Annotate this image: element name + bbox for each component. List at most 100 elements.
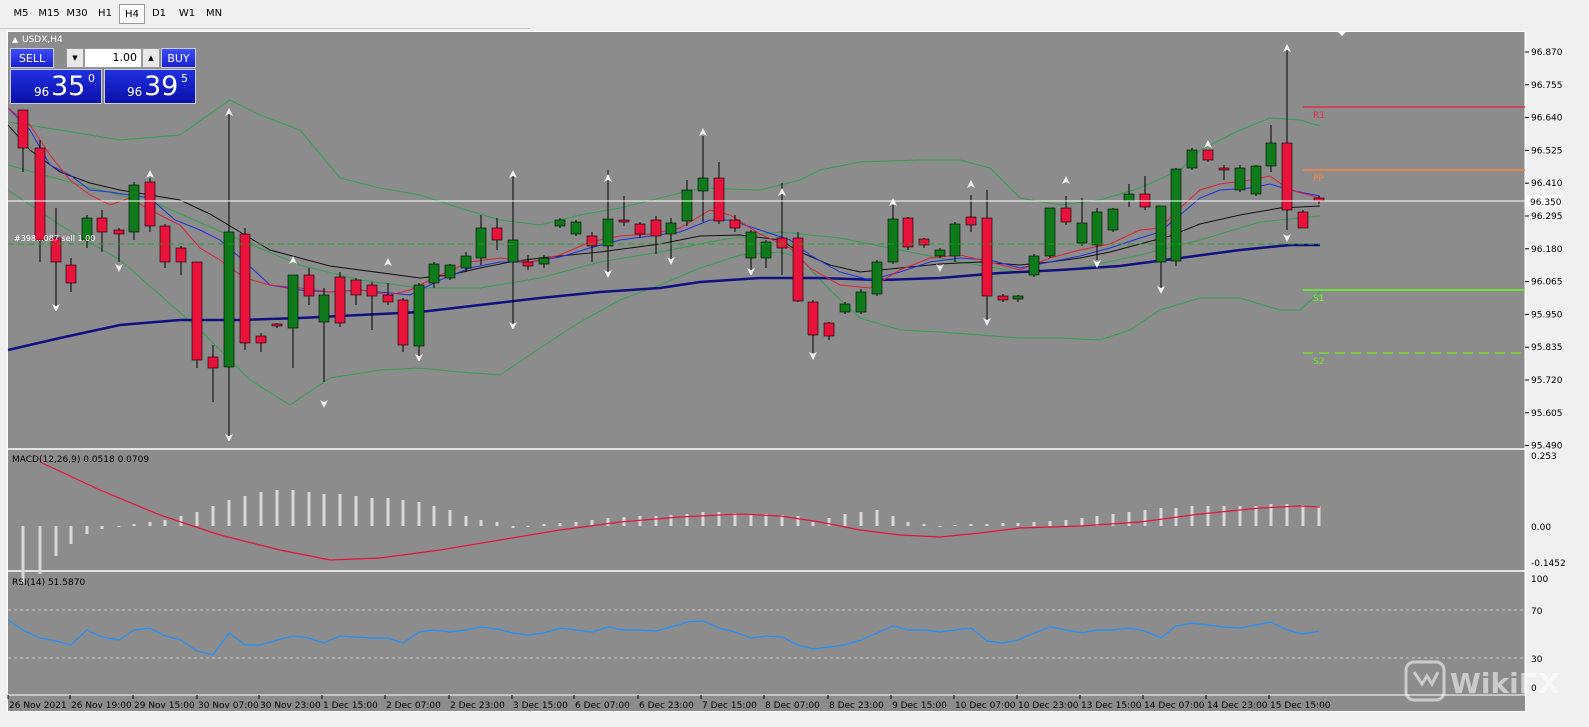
candle-body	[554, 219, 566, 227]
time-tick-label: 8 Dec 23:00	[829, 701, 884, 711]
candlestick	[144, 178, 156, 232]
candle-body	[350, 279, 362, 296]
pivot-level-label: R1	[1313, 111, 1325, 121]
candlestick	[949, 222, 961, 262]
wikifx-logo-icon	[1404, 660, 1446, 702]
candlestick	[444, 264, 456, 280]
candle-body	[823, 322, 835, 337]
timeframe-m15-button[interactable]: M15	[38, 8, 60, 19]
candle-body	[191, 261, 203, 361]
fractal-up-arrow-icon	[604, 174, 612, 182]
candle-body	[239, 233, 251, 344]
candle-body	[1123, 193, 1135, 202]
timeframe-m30-button[interactable]: M30	[66, 8, 88, 19]
candle-body	[175, 247, 187, 263]
buy-price-display[interactable]: 96 39 5	[104, 69, 196, 104]
fractal-up-arrow-icon	[225, 108, 233, 116]
timeframe-h1-button[interactable]: H1	[98, 8, 112, 19]
macd-signal-line	[39, 461, 1321, 561]
sell-button[interactable]: SELL	[10, 48, 54, 68]
candle-body	[382, 294, 394, 303]
candlestick	[1123, 184, 1135, 207]
candlestick	[1060, 196, 1072, 225]
candle-body	[1265, 142, 1277, 167]
volume-input[interactable]: 1.00	[84, 48, 142, 68]
candle-body	[207, 356, 219, 369]
candlestick	[65, 258, 77, 292]
candle-body	[602, 218, 614, 247]
candle-body	[760, 241, 772, 259]
watermark-text: WikiFX	[1450, 667, 1560, 700]
candlestick	[1218, 165, 1230, 180]
candlestick	[475, 215, 487, 265]
candlestick	[271, 323, 283, 328]
volume-decrease-icon[interactable]: ▼	[66, 48, 84, 68]
volume-increase-icon[interactable]: ▲	[142, 48, 160, 68]
candlestick	[981, 190, 993, 320]
candlestick	[807, 300, 819, 353]
candlestick	[1297, 210, 1309, 229]
timeframe-m5-button[interactable]: M5	[13, 8, 29, 19]
candlestick	[902, 217, 914, 250]
candle-body	[697, 177, 709, 192]
candlestick	[855, 289, 867, 314]
candle-body	[96, 217, 108, 233]
buy-price-prefix: 96	[127, 85, 143, 99]
candle-body	[397, 299, 409, 346]
candle-body	[981, 217, 993, 297]
candle-body	[792, 237, 804, 302]
price-tick-label: 96.525	[1531, 146, 1563, 156]
ema-fast-blue-line	[7, 107, 1321, 296]
candle-body	[965, 216, 977, 226]
price-tick-label: 96.065	[1531, 278, 1563, 288]
candle-body	[949, 223, 961, 257]
buy-button[interactable]: BUY	[161, 48, 196, 68]
fractal-up-arrow-icon	[889, 198, 897, 206]
candle-body	[681, 189, 693, 222]
candle-body	[34, 147, 46, 241]
candle-body	[366, 284, 378, 297]
time-tick-label: 26 Nov 2021	[9, 701, 67, 711]
candlestick	[413, 283, 425, 362]
sell-price-display[interactable]: 96 35 0	[10, 69, 102, 104]
fractal-up-arrow-icon	[146, 170, 154, 178]
candlestick	[665, 218, 677, 262]
timeframe-w1-button[interactable]: W1	[178, 8, 196, 19]
time-tick-label: 14 Dec 07:00	[1144, 701, 1205, 711]
candlestick	[634, 222, 646, 238]
time-tick-label: 10 Dec 23:00	[1018, 701, 1079, 711]
candlestick	[50, 208, 62, 312]
candlestick	[745, 230, 757, 276]
fractal-up-arrow-icon	[1283, 44, 1291, 52]
candlestick	[934, 248, 946, 258]
timeframe-mn-button[interactable]: MN	[205, 8, 223, 19]
time-tick-label: 8 Dec 07:00	[765, 701, 820, 711]
one-click-trading-panel: SELL ▼ 1.00 ▲ BUY 96 35 0 96 39 5	[10, 48, 196, 104]
fractal-down-arrow-icon	[1283, 234, 1291, 242]
candlestick	[303, 268, 315, 305]
candle-body	[634, 223, 646, 235]
price-tick-label: 96.410	[1531, 179, 1563, 189]
candlestick	[1028, 254, 1040, 277]
chart-shift-icon[interactable]	[1337, 31, 1347, 36]
pivot-levels: R1 PP S1 S2	[1303, 106, 1525, 367]
candlesticks[interactable]	[17, 48, 1325, 442]
timeframe-h4-button[interactable]: H4	[119, 4, 145, 24]
fractal-down-arrow-icon	[1157, 286, 1165, 294]
rsi-axis-label: 100	[1531, 575, 1548, 585]
candle-body	[665, 222, 677, 235]
candle-body	[1044, 207, 1056, 257]
candlestick	[776, 183, 788, 275]
timeframe-d1-button[interactable]: D1	[151, 8, 167, 19]
candlestick	[81, 215, 93, 248]
time-tick-label: 30 Nov 23:00	[260, 701, 321, 711]
candle-body	[1012, 295, 1024, 300]
candle-body	[460, 255, 472, 269]
fractal-up-arrow-icon	[384, 258, 392, 266]
current-price-label: 96.350	[1530, 198, 1562, 208]
candle-body	[538, 257, 550, 265]
candle-body	[855, 291, 867, 313]
sell-price-main: 35	[51, 71, 86, 102]
candle-body	[1218, 167, 1230, 171]
